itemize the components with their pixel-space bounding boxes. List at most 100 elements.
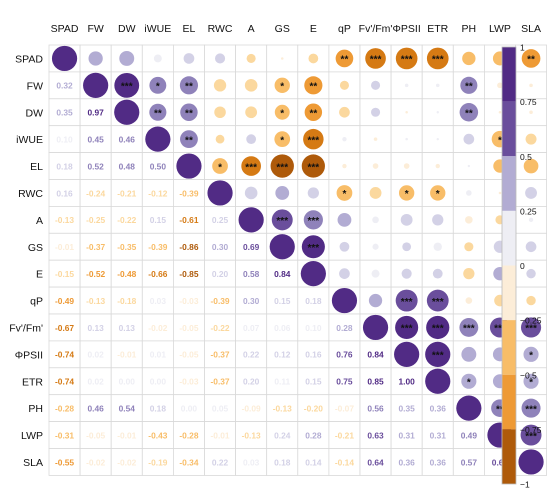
- corr-circle: [339, 106, 350, 118]
- corr-value: 0.58: [243, 269, 260, 279]
- corr-circle: [331, 287, 358, 314]
- corr-circle: [432, 268, 443, 279]
- corr-circle: [523, 158, 539, 174]
- grid-cell: [204, 259, 237, 288]
- grid-cell: [266, 448, 299, 476]
- grid-cell: [141, 367, 174, 396]
- col-label: GS: [275, 23, 290, 35]
- corr-circle: [430, 185, 446, 201]
- corr-value: -0.01: [211, 430, 230, 440]
- grid-cell: [48, 421, 81, 449]
- corr-circle: [308, 53, 319, 64]
- corr-value: -0.01: [117, 430, 136, 440]
- significance-stars: *: [156, 82, 160, 93]
- corr-circle: [244, 79, 258, 92]
- corr-circle: [402, 242, 412, 252]
- row-label: LWP: [21, 430, 43, 442]
- grid-cell: [172, 448, 205, 476]
- corr-value: -0.12: [148, 188, 167, 198]
- corr-circle: [405, 110, 408, 114]
- corr-circle: [214, 106, 226, 119]
- grid-cell: [359, 340, 392, 369]
- grid-cell: [204, 340, 237, 369]
- corr-circle: [274, 77, 290, 94]
- corr-circle: [520, 317, 542, 338]
- row-label: EL: [30, 161, 43, 173]
- col-label: PH: [462, 23, 477, 35]
- significance-stars: **: [527, 55, 535, 66]
- corr-circle: [525, 187, 537, 199]
- corr-value: -0.13: [273, 403, 292, 413]
- significance-stars: ***: [463, 324, 475, 335]
- corr-circle: [275, 186, 290, 200]
- corr-circle: [213, 79, 227, 92]
- corr-value: 0.22: [212, 457, 229, 467]
- corr-value: 1.00: [398, 377, 415, 387]
- grid-cell: [110, 394, 143, 423]
- colorbar-segment: [502, 156, 516, 211]
- corr-value: -0.14: [335, 457, 354, 467]
- corr-value: -0.39: [148, 242, 167, 252]
- grid-cell: [421, 152, 454, 180]
- corr-value: -0.03: [179, 296, 198, 306]
- corr-value: 0.36: [398, 457, 415, 467]
- col-label: iWUE: [144, 23, 171, 35]
- corr-value: -0.85: [179, 269, 198, 279]
- corr-circle: [465, 216, 473, 224]
- colorbar-segment: [502, 210, 516, 266]
- significance-stars: **: [465, 82, 473, 93]
- col-label: ETR: [427, 23, 448, 35]
- corr-value: -0.13: [86, 296, 105, 306]
- corr-circle: [498, 110, 502, 114]
- corr-value: 0.13: [87, 323, 104, 333]
- corr-value: 0.36: [430, 403, 447, 413]
- corr-circle: [215, 134, 225, 144]
- col-label: qP: [338, 23, 351, 35]
- colorbar-tick-label: −0.75: [520, 425, 542, 435]
- corr-value: 0.02: [87, 350, 104, 360]
- row-label: qP: [30, 296, 43, 308]
- col-label: FW: [87, 23, 103, 35]
- corr-circle: [394, 341, 420, 367]
- grid-cell: [452, 44, 485, 73]
- corr-value: 0.06: [274, 323, 291, 333]
- colorbar-tick-label: 1: [520, 43, 525, 53]
- row-label: PH: [28, 403, 43, 415]
- corr-value: 0.57: [461, 457, 478, 467]
- corr-circle: [395, 47, 418, 70]
- corr-value: 0.36: [430, 457, 447, 467]
- corr-value: 0.28: [305, 430, 322, 440]
- significance-stars: ***: [432, 351, 444, 362]
- corr-circle: [526, 268, 536, 279]
- significance-stars: ***: [401, 297, 413, 308]
- corr-circle: [335, 49, 354, 68]
- corr-circle: [176, 153, 202, 179]
- corr-circle: [180, 103, 198, 121]
- grid-cell: [297, 448, 330, 476]
- corr-value: 0.50: [150, 161, 167, 171]
- significance-stars: ***: [121, 82, 133, 93]
- correlation-marks: ** *** *** *** **0.32 *** * ** * ** **0.35 0.97 ** **…: [51, 45, 544, 475]
- corr-circle: [274, 131, 291, 148]
- grid-cell: [390, 421, 423, 449]
- corr-circle: [525, 241, 537, 253]
- corr-value: -0.48: [117, 269, 136, 279]
- corr-value: -0.39: [179, 188, 198, 198]
- corr-circle: [435, 163, 440, 169]
- corr-value: 0.07: [243, 323, 260, 333]
- corr-circle: [339, 80, 349, 90]
- grid-cell: [48, 71, 81, 100]
- corr-circle: [246, 134, 257, 145]
- significance-stars: **: [309, 108, 317, 119]
- corr-circle: [153, 54, 162, 63]
- grid-cell: [110, 232, 143, 261]
- corr-value: -0.28: [55, 403, 74, 413]
- grid-cell: [328, 394, 361, 423]
- row-label: FW: [27, 80, 43, 92]
- corr-circle: [497, 82, 503, 89]
- corr-circle: [274, 104, 290, 120]
- significance-stars: ***: [370, 55, 382, 66]
- significance-stars: *: [436, 189, 440, 200]
- corr-circle: [526, 295, 536, 306]
- corr-value: -0.19: [148, 457, 167, 467]
